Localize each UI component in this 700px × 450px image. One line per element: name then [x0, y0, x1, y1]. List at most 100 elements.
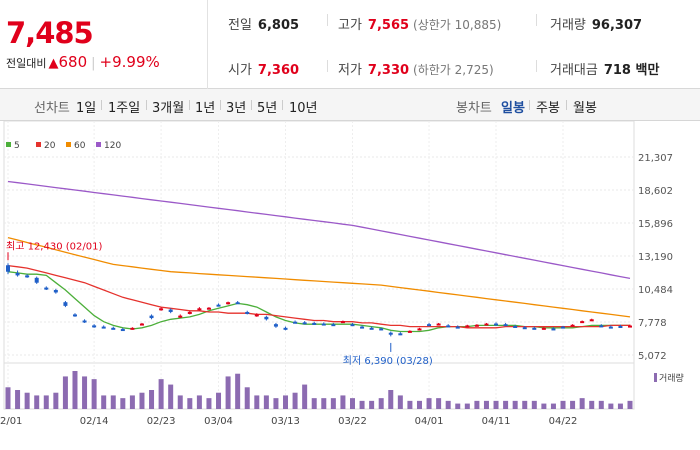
- volume-bar: [388, 390, 394, 409]
- stock-chart: 21,307 18,602 15,896 13,190 10,484 7,778 5,072…: [0, 121, 684, 427]
- candle-body: [580, 321, 585, 324]
- candle-body: [149, 315, 154, 319]
- y-tick-label: 13,190: [638, 252, 673, 263]
- current-price: 7,485: [6, 16, 94, 50]
- candle-body: [264, 316, 269, 320]
- volume-bar: [24, 392, 30, 409]
- change-label: 전일대비: [6, 57, 47, 70]
- volume-bar: [579, 398, 585, 409]
- candle-body: [312, 322, 317, 325]
- x-tick-label: 03/22: [338, 416, 367, 427]
- volume-bar: [196, 395, 202, 409]
- lower-limit: (하한가 2,725): [413, 63, 494, 77]
- volume-bar: [378, 398, 384, 409]
- high-stat: 고가 7,565 (상한가 10,885): [338, 14, 501, 33]
- candle-body: [561, 326, 566, 329]
- volume-bar: [522, 400, 528, 409]
- amount-value: 718 백만: [603, 63, 660, 78]
- toolbar-separator: [566, 100, 567, 110]
- legend-label: 20: [44, 141, 56, 151]
- volume-bar: [91, 379, 97, 409]
- low-label: 저가: [338, 63, 362, 78]
- x-tick-label: 02/01: [0, 416, 22, 427]
- candle-body: [82, 320, 87, 323]
- volume-bar: [216, 392, 222, 409]
- candle-body: [130, 327, 135, 330]
- candle-chart-label: 봉차트: [456, 101, 492, 116]
- volume-bar: [598, 400, 604, 409]
- volume-bar: [273, 398, 279, 409]
- volume-bar: [244, 387, 250, 409]
- period-3m[interactable]: 3개월: [152, 101, 185, 116]
- candle-monthly[interactable]: 월봉: [573, 101, 597, 116]
- volume-bar: [101, 395, 107, 409]
- change-row: 전일대비 ▲680 | +9.99%: [6, 53, 160, 71]
- legend-swatch: [36, 142, 41, 147]
- candle-body: [360, 326, 365, 329]
- legend-swatch: [96, 142, 101, 147]
- stock-summary: 7,485 전일대비 ▲680 | +9.99% 전일 6,805 고가 7,565 (상한…: [0, 0, 700, 89]
- candle-body: [551, 328, 556, 331]
- candle-body: [168, 309, 173, 312]
- toolbar-separator: [529, 100, 530, 110]
- candle-weekly[interactable]: 주봉: [536, 101, 560, 116]
- candle-body: [331, 324, 336, 327]
- volume-bar: [292, 392, 298, 409]
- candle-body: [111, 327, 116, 330]
- period-3y[interactable]: 3년: [226, 101, 247, 116]
- volume-bar: [5, 387, 11, 409]
- candle-body: [618, 325, 623, 328]
- x-tick-label: 03/13: [271, 416, 300, 427]
- candle-body: [417, 328, 422, 331]
- volume-bar: [129, 395, 135, 409]
- period-5y[interactable]: 5년: [257, 101, 278, 116]
- change-value: 680: [58, 53, 88, 71]
- period-1y[interactable]: 1년: [195, 101, 216, 116]
- candle-body: [226, 302, 231, 305]
- stat-divider: [536, 60, 537, 72]
- candle-body: [159, 308, 164, 311]
- volume-bar: [531, 400, 537, 409]
- period-1d[interactable]: 1일: [76, 101, 97, 116]
- volume-bar: [570, 400, 576, 409]
- candle-body: [72, 314, 77, 317]
- volume-bar: [225, 376, 231, 409]
- up-arrow-icon: ▲: [48, 56, 59, 71]
- candle-body: [245, 311, 250, 314]
- x-tick-label: 02/23: [147, 416, 176, 427]
- candle-body: [15, 272, 20, 276]
- volume-bar: [206, 398, 212, 409]
- candle-body: [503, 324, 508, 327]
- y-tick-label: 18,602: [638, 186, 673, 197]
- period-10y[interactable]: 10년: [289, 101, 318, 116]
- candle-body: [321, 323, 326, 326]
- volume-bar: [15, 390, 21, 409]
- candle-daily[interactable]: 일봉: [501, 101, 525, 116]
- toolbar-separator: [146, 100, 147, 110]
- y-tick-label: 7,778: [638, 318, 667, 329]
- volume-bar: [560, 400, 566, 409]
- prev-close-value: 6,805: [257, 18, 300, 33]
- period-1w[interactable]: 1주일: [108, 101, 141, 116]
- candle-body: [532, 327, 537, 330]
- volume-bar: [43, 395, 49, 409]
- candle-body: [139, 323, 144, 326]
- candle-body: [455, 326, 460, 329]
- volume-bar: [541, 403, 547, 409]
- candle-body: [474, 324, 479, 327]
- volume-bar: [187, 398, 193, 409]
- volume-bar: [369, 400, 375, 409]
- stat-divider: [327, 14, 328, 26]
- volume-legend-label: 거래량: [659, 372, 684, 384]
- volume-bar: [349, 398, 355, 409]
- toolbar-separator: [251, 100, 252, 110]
- toolbar-separator: [220, 100, 221, 110]
- volume-bar: [254, 395, 260, 409]
- volume-bar: [53, 392, 59, 409]
- candle-body: [436, 323, 441, 326]
- candle-body: [302, 322, 307, 325]
- open-stat: 시가 7,360: [228, 59, 299, 78]
- upper-limit: (상한가 10,885): [413, 18, 502, 32]
- candle-body: [44, 287, 49, 290]
- candle-body: [101, 326, 106, 329]
